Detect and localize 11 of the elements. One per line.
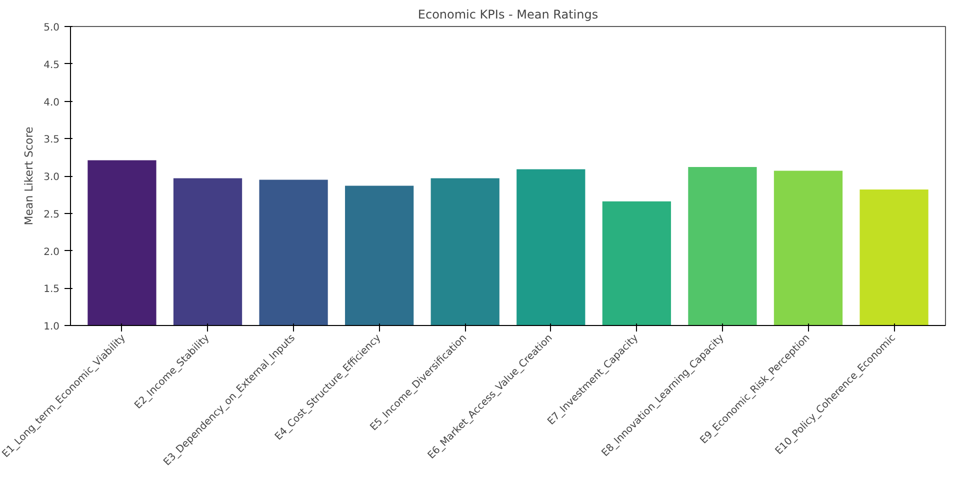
y-tick-label: 3.5 bbox=[44, 134, 60, 146]
y-tick-label: 5.0 bbox=[44, 22, 60, 34]
y-tick-label: 2.5 bbox=[44, 209, 60, 220]
y-tick-label: 3.0 bbox=[44, 172, 60, 183]
y-tick-label: 4.5 bbox=[44, 60, 60, 71]
y-tick-label: 1.5 bbox=[44, 284, 60, 296]
y-tick-label: 4.0 bbox=[44, 97, 60, 108]
y-tick-label: 1.0 bbox=[44, 322, 60, 332]
y-tick-label: 2.0 bbox=[44, 246, 60, 258]
chart-title: Economic KPIs - Mean Ratings bbox=[418, 8, 598, 22]
y-axis-title: Mean Likert Score bbox=[22, 126, 36, 226]
